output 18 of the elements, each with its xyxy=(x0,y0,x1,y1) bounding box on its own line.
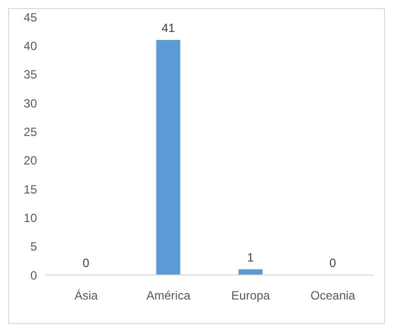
x-tick-label: América xyxy=(146,288,191,303)
y-tick-label: 35 xyxy=(24,68,38,82)
y-tick-label: 30 xyxy=(24,96,38,110)
y-tick-label: 25 xyxy=(24,124,38,139)
y-tick-label: 45 xyxy=(24,10,38,24)
data-label: 41 xyxy=(162,20,176,35)
x-tick-label: Ásia xyxy=(74,288,98,303)
data-label: 0 xyxy=(329,256,336,270)
data-label: 0 xyxy=(82,256,90,270)
data-label: 1 xyxy=(247,250,254,264)
y-tick-label: 15 xyxy=(24,182,38,196)
x-tick-label: Oceania xyxy=(310,288,356,303)
y-tick-label: 40 xyxy=(24,38,38,53)
y-tick-label: 10 xyxy=(24,210,38,225)
y-tick-label: 20 xyxy=(24,154,38,168)
y-tick-label: 5 xyxy=(30,240,38,254)
y-tick-label: 0 xyxy=(30,268,38,282)
x-tick-label: Europa xyxy=(231,288,270,303)
